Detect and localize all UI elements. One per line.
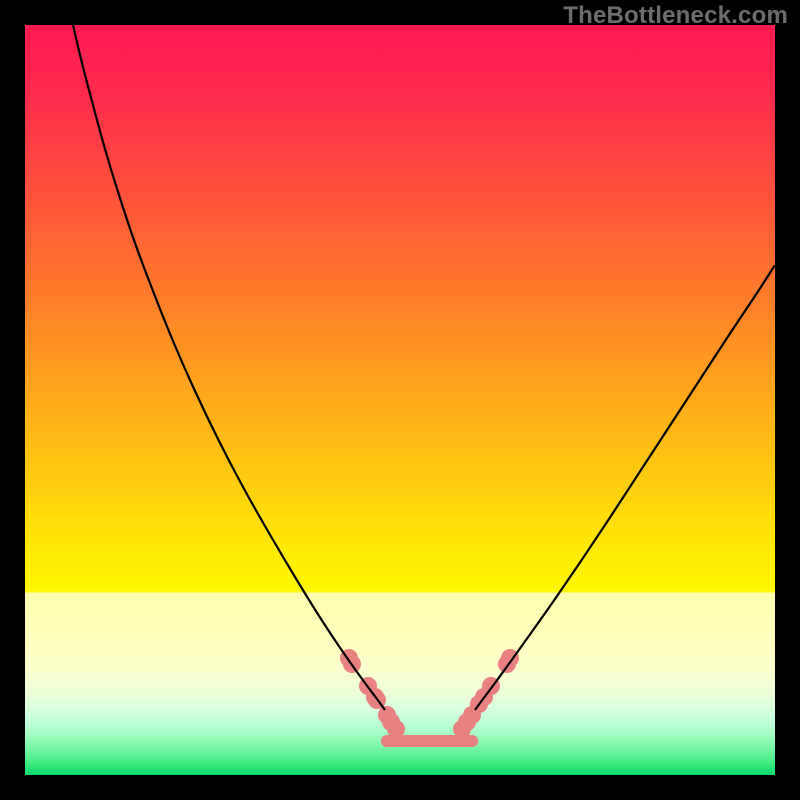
bottleneck-chart [25, 25, 775, 775]
gradient-background [25, 25, 775, 775]
chart-frame: TheBottleneck.com [0, 0, 800, 800]
watermark-text: TheBottleneck.com [563, 2, 788, 30]
